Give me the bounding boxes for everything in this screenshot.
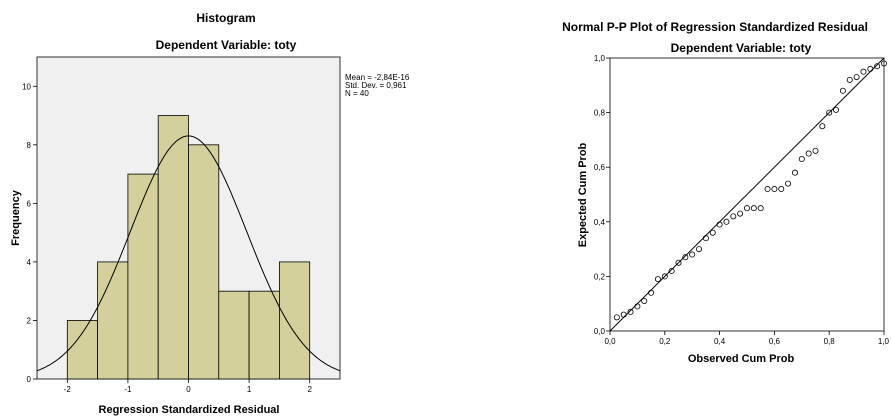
pp-x-tick-label: 0,4	[714, 337, 726, 346]
histogram-subtitle: Dependent Variable: toty	[156, 38, 297, 52]
histogram-y-tick-label: 8	[27, 141, 32, 150]
pp-y-axis-label: Expected Cum Prob	[577, 142, 589, 247]
pp-y-tick-label: 0,2	[594, 272, 606, 281]
histogram-x-tick-label: 1	[247, 385, 252, 394]
pp-point	[791, 169, 798, 176]
pp-x-axis-label: Observed Cum Prob	[688, 353, 795, 365]
pp-point	[702, 235, 709, 242]
histogram-y-tick-label: 4	[27, 258, 32, 267]
stats-n: N = 40	[345, 89, 369, 98]
pp-point	[757, 205, 764, 212]
pp-point	[839, 87, 846, 94]
pp-y-tick-label: 0,6	[594, 163, 606, 172]
histogram-title: Histogram	[196, 11, 255, 25]
histogram-y-ticks: 0 2 4 6 8 10	[22, 82, 37, 384]
pp-x-tick-label: 0,6	[769, 337, 781, 346]
pp-point	[853, 74, 860, 81]
pp-x-ticks: 0,0 0,2 0,4 0,6 0,8 1,0	[604, 331, 890, 346]
pp-y-tick-label: 0,8	[594, 109, 606, 118]
pp-plot-title: Normal P-P Plot of Regression Standardiz…	[562, 20, 868, 34]
pp-point	[833, 106, 840, 113]
histogram-bar	[248, 290, 280, 380]
pp-x-tick-label: 0,2	[659, 337, 671, 346]
pp-points	[613, 60, 888, 321]
pp-point	[675, 259, 682, 266]
pp-point	[641, 297, 648, 304]
histogram-bars	[66, 115, 311, 380]
pp-point	[627, 308, 634, 315]
histogram-bar	[157, 115, 189, 380]
pp-point	[771, 186, 778, 193]
pp-reference-line	[609, 57, 885, 332]
histogram-y-tick-label: 2	[27, 316, 32, 325]
pp-point	[696, 246, 703, 253]
histogram-y-tick-label: 0	[27, 375, 32, 384]
pp-point	[730, 213, 737, 220]
pp-point	[661, 273, 668, 280]
pp-point	[613, 314, 620, 321]
pp-x-tick-label: 1,0	[878, 337, 890, 346]
histogram-x-tick-label: 2	[307, 385, 312, 394]
histogram-x-tick-label: 0	[186, 385, 191, 394]
pp-point	[668, 267, 675, 274]
histogram-bar	[278, 261, 311, 380]
pp-point	[716, 221, 723, 228]
pp-point	[654, 276, 661, 283]
pp-point	[682, 254, 689, 261]
pp-point	[744, 205, 751, 212]
histogram-y-tick-label: 10	[22, 82, 31, 91]
histogram-bar	[97, 261, 129, 380]
pp-point	[881, 60, 888, 67]
normal-curve	[36, 135, 341, 372]
histogram-x-ticks: -2 -1 0 1 2	[64, 379, 312, 394]
pp-point	[764, 186, 771, 193]
pp-point	[867, 65, 874, 72]
pp-point	[860, 68, 867, 75]
histogram-bar	[66, 320, 99, 380]
pp-point	[846, 76, 853, 83]
pp-point	[798, 156, 805, 163]
pp-point	[634, 303, 641, 310]
pp-point	[826, 109, 833, 116]
histogram-x-axis-label: Regression Standardized Residual	[99, 404, 280, 416]
pp-y-tick-label: 1,0	[594, 54, 606, 63]
pp-y-tick-label: 0,4	[594, 218, 606, 227]
pp-point	[874, 63, 881, 70]
pp-point	[819, 123, 826, 130]
pp-y-tick-label: 0,0	[594, 327, 606, 336]
pp-point	[778, 186, 785, 193]
stats-mean: Mean = -2,84E-16	[345, 73, 410, 82]
pp-point	[785, 180, 792, 187]
pp-point	[689, 251, 696, 258]
histogram-bar	[127, 173, 159, 380]
pp-y-ticks: 0,0 0,2 0,4 0,6 0,8 1,0	[594, 54, 610, 336]
stats-std-dev: Std. Dev. = 0,961	[345, 81, 407, 90]
pp-point	[620, 311, 627, 318]
pp-x-tick-label: 0,8	[824, 337, 836, 346]
pp-point	[723, 218, 730, 225]
histogram-x-tick-label: -1	[124, 385, 132, 394]
histogram-bar	[188, 144, 220, 380]
pp-point	[737, 210, 744, 217]
histogram-bar	[218, 290, 250, 380]
histogram-chart: Histogram Dependent Variable: toty 0 2 4 6 8…	[10, 11, 410, 416]
pp-point	[709, 229, 716, 236]
pp-point	[805, 150, 812, 157]
pp-plot-chart: Normal P-P Plot of Regression Standardiz…	[562, 20, 889, 365]
pp-point	[648, 289, 655, 296]
histogram-y-axis-label: Frequency	[10, 189, 22, 246]
pp-x-tick-label: 0,0	[604, 337, 616, 346]
histogram-y-tick-label: 6	[27, 199, 32, 208]
pp-point	[750, 205, 757, 212]
histogram-x-tick-label: -2	[64, 385, 72, 394]
pp-plot-subtitle: Dependent Variable: toty	[671, 41, 812, 55]
pp-point	[812, 147, 819, 154]
